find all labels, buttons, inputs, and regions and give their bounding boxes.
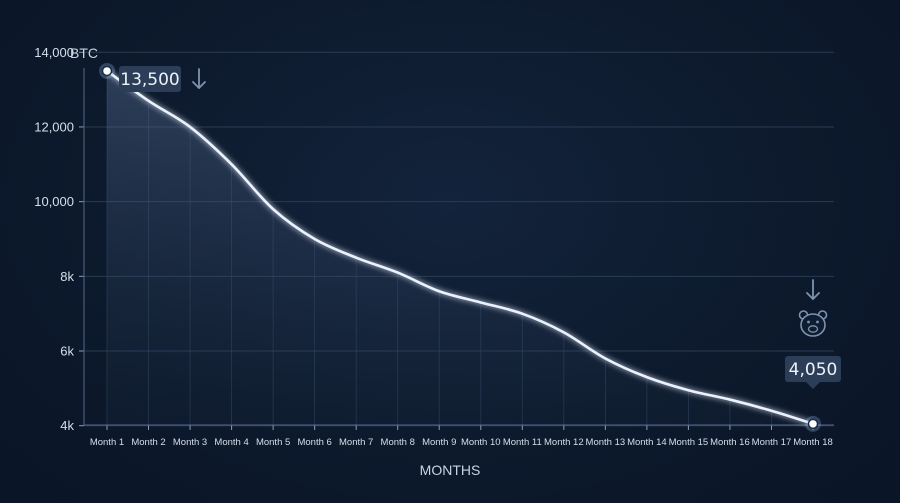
y-tick-label: 14,000	[34, 45, 74, 60]
x-tick-label: Month 17	[752, 437, 792, 448]
y-tick-label: 8k	[60, 269, 74, 284]
x-tick-label: Month 9	[422, 437, 456, 448]
x-tick-label: Month 3	[173, 437, 207, 448]
x-tick-label: Month 7	[339, 437, 373, 448]
x-tick-label: Month 5	[256, 437, 290, 448]
y-tick-label: 6k	[60, 344, 74, 359]
bear-eye-right	[816, 320, 819, 324]
annotations: 13,500 4,050	[119, 66, 841, 389]
down-arrow-icon	[192, 68, 206, 89]
bear-icon	[798, 310, 828, 337]
x-axis-title: MONTHS	[420, 462, 481, 478]
x-tick-label: Month 10	[461, 437, 501, 448]
x-tick-label: Month 15	[669, 437, 709, 448]
x-tick-label: Month 6	[297, 437, 331, 448]
x-tick-label: Month 13	[586, 437, 626, 448]
arrow-head	[192, 81, 206, 89]
callout-end: 4,050	[785, 356, 841, 389]
x-tick-label: Month 12	[544, 437, 584, 448]
x-ticks: Month 1 Month 2 Month 3 Month 4 Month 5 Month…	[90, 437, 833, 448]
callout-label: 13,500	[120, 70, 179, 90]
x-tick-label: Month 16	[710, 437, 750, 448]
callout-pointer	[806, 382, 820, 389]
bear-head	[800, 313, 826, 337]
x-tick-label: Month 4	[214, 437, 248, 448]
bear-eye-left	[807, 320, 810, 324]
area-fill	[107, 70, 813, 425]
x-tick-label: Month 1	[90, 437, 124, 448]
bear-snout	[807, 325, 819, 333]
y-tick-label: 12,000	[34, 119, 74, 134]
x-tick-label: Month 2	[131, 437, 165, 448]
y-axis-title: BTC	[70, 45, 98, 61]
arrow-head	[806, 292, 820, 300]
callout-box	[785, 356, 841, 382]
y-tick-label: 4k	[60, 418, 74, 433]
series-line	[106, 69, 814, 426]
x-tick-label: Month 11	[503, 437, 542, 448]
x-tick-label: Month 14	[627, 437, 667, 448]
callout-label: 4,050	[789, 360, 838, 380]
end-points	[99, 62, 821, 432]
data-point-1	[807, 418, 819, 430]
data-point-0	[101, 65, 113, 77]
x-tick-label: Month 18	[793, 437, 833, 448]
callout-box	[119, 66, 181, 92]
x-tick-label: Month 8	[381, 437, 415, 448]
y-tick-label: 10,000	[34, 194, 74, 209]
callout-start: 13,500	[119, 66, 181, 92]
down-arrow-icon	[806, 279, 820, 300]
y-ticks: 4k 6k 8k 10,000 12,000 14,000	[34, 45, 74, 433]
